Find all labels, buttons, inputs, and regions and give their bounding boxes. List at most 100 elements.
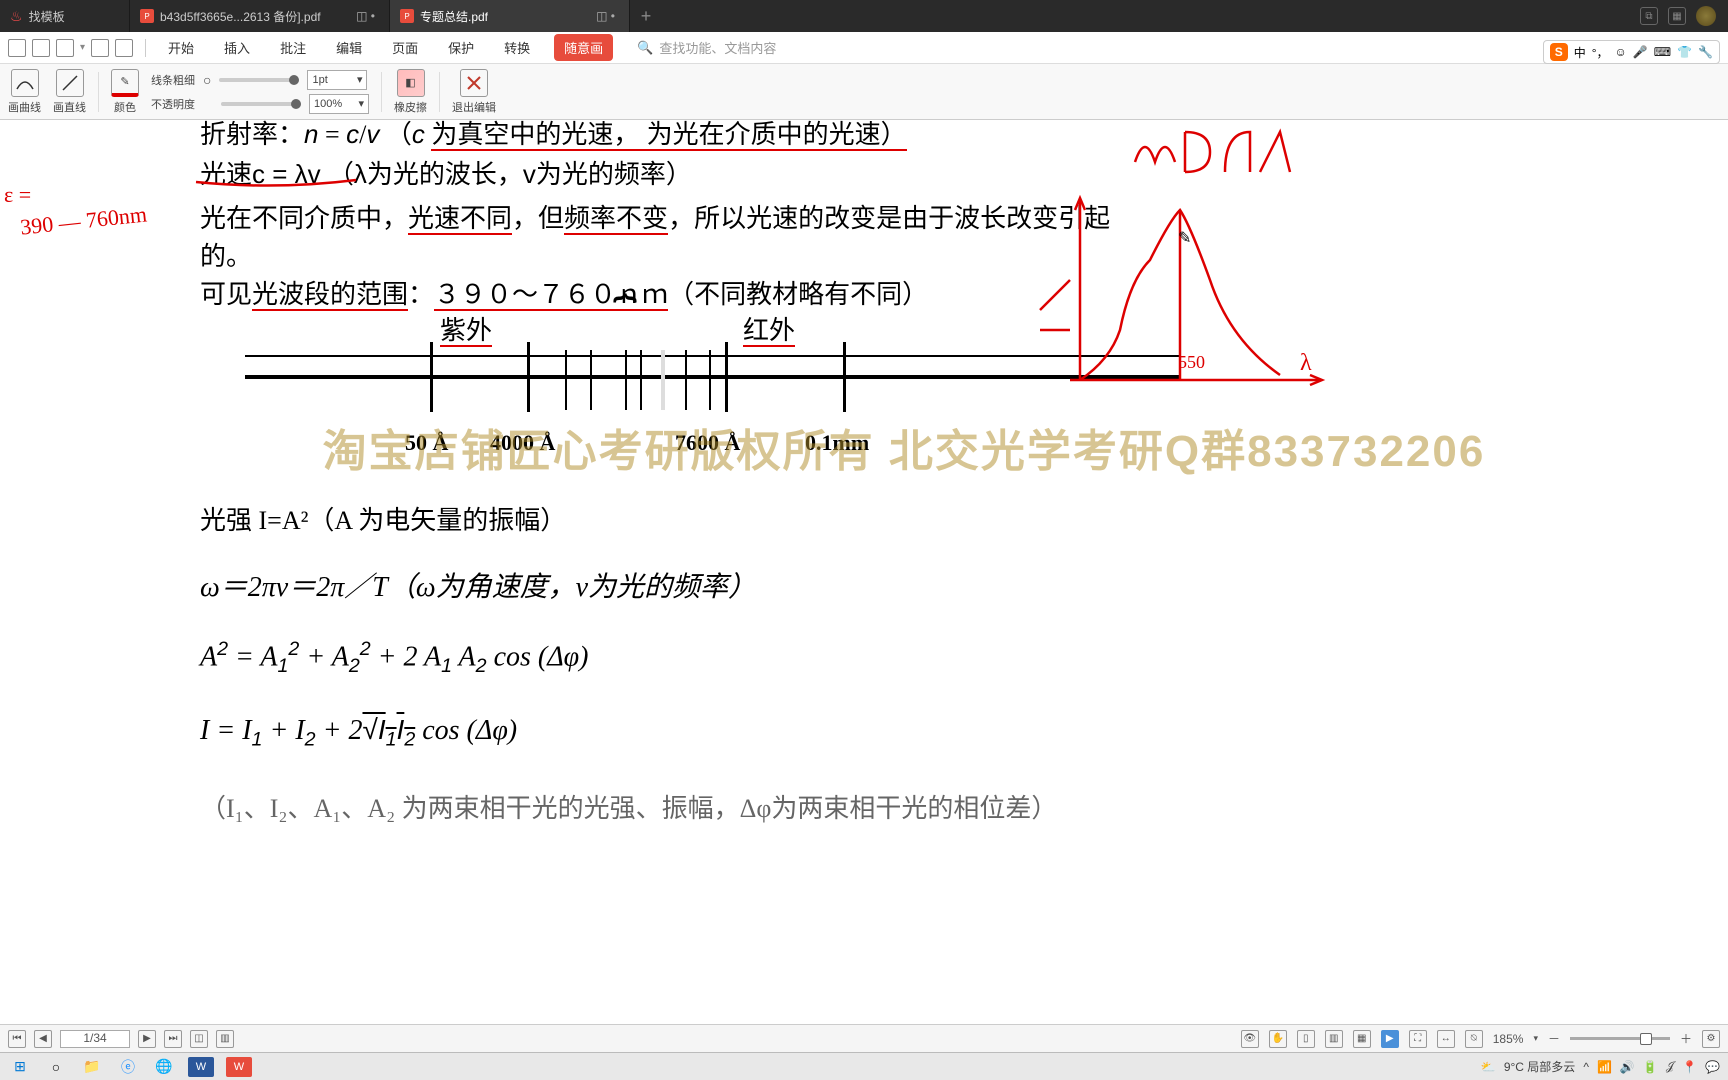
pdf-icon: P	[400, 9, 414, 23]
menu-protect[interactable]: 保护	[442, 34, 480, 61]
title-bar: ♨ 找模板 P b43d5ff3665e...2613 备份].pdf ◫ • …	[0, 0, 1728, 32]
redo-icon[interactable]	[115, 39, 133, 57]
ime-bar[interactable]: S 中 °， ☺ 🎤 ⌨ 👕 🔧	[1543, 40, 1720, 64]
undo-icon[interactable]	[91, 39, 109, 57]
tab-label: 找模板	[29, 8, 65, 25]
weight-select[interactable]: 1pt▾	[307, 70, 367, 90]
annotation-left-2: 390 — 760nm	[19, 201, 148, 240]
wps-icon[interactable]: W	[226, 1057, 252, 1077]
next-page-icon[interactable]: ▶	[138, 1030, 156, 1048]
print-icon[interactable]	[56, 39, 74, 57]
zoom-plus[interactable]: ＋	[1680, 1030, 1692, 1047]
menu-draw-active[interactable]: 随意画	[554, 34, 613, 61]
ime-skin-icon[interactable]: 👕	[1677, 45, 1692, 59]
tool-label: 画直线	[53, 99, 86, 115]
document-canvas[interactable]: 折射率：n = c/v （c 为真空中的光速， 为光在介质中的光速） 光速c =…	[0, 120, 1728, 1024]
layout-icon[interactable]: ⧉	[1640, 7, 1658, 25]
ime-tool-icon[interactable]: 🔧	[1698, 45, 1713, 59]
menu-comment[interactable]: 批注	[274, 34, 312, 61]
menu-convert[interactable]: 转换	[498, 34, 536, 61]
word-icon[interactable]: W	[188, 1057, 214, 1077]
quick-access: ▾	[8, 39, 152, 57]
draw-toolbar: 画曲线 画直线 ✎ 颜色 线条粗细 ○ 1pt▾ 不透明度 100%▾ ◧ 橡皮…	[0, 64, 1728, 120]
label-ir: 红外	[743, 310, 795, 347]
tab-add-button[interactable]: +	[630, 6, 662, 27]
layout3-icon[interactable]: ▦	[1353, 1030, 1371, 1048]
annotation-underline	[196, 176, 356, 190]
layout1-icon[interactable]: ▯	[1297, 1030, 1315, 1048]
tick	[843, 342, 846, 412]
cortana-icon[interactable]: ○	[44, 1057, 68, 1077]
user-avatar[interactable]	[1696, 6, 1716, 26]
separator	[145, 39, 146, 57]
location-icon[interactable]: 📍	[1682, 1060, 1697, 1074]
tool-eraser[interactable]: ◧ 橡皮擦	[394, 69, 427, 115]
menu-bar: ▾ 开始 插入 批注 编辑 页面 保护 转换 随意画 🔍 查找功能、文档内容	[0, 32, 1728, 64]
ime-keyboard-icon[interactable]: ⌨	[1654, 45, 1671, 59]
explorer-icon[interactable]: 📁	[80, 1057, 104, 1077]
ie-icon[interactable]: ⓔ	[116, 1057, 140, 1077]
tab-file-1[interactable]: P b43d5ff3665e...2613 备份].pdf ◫ •	[130, 0, 390, 32]
notification-icon[interactable]: 💬	[1705, 1060, 1720, 1074]
tab-search-templates[interactable]: ♨ 找模板	[0, 0, 130, 32]
wifi-icon[interactable]: 📶	[1597, 1060, 1612, 1074]
separator	[439, 72, 440, 112]
fit-icon[interactable]: ⛶	[1409, 1030, 1427, 1048]
grid-icon[interactable]: ▦	[1668, 7, 1686, 25]
tab-file-2-active[interactable]: P 专题总结.pdf ◫ •	[390, 0, 630, 32]
view-toggle-icon[interactable]: ◫	[190, 1030, 208, 1048]
fit-width-icon[interactable]: ↔	[1437, 1030, 1455, 1048]
tool-exit[interactable]: 退出编辑	[452, 69, 496, 115]
eye-icon[interactable]: 👁	[1241, 1030, 1259, 1048]
fire-icon: ♨	[10, 8, 23, 25]
view-toggle-icon[interactable]: ▥	[216, 1030, 234, 1048]
tray-up-icon[interactable]: ^	[1583, 1060, 1589, 1074]
opacity-slider[interactable]	[221, 102, 301, 106]
open-icon[interactable]	[8, 39, 26, 57]
tool-line[interactable]: 画直线	[53, 69, 86, 115]
weather-icon[interactable]: ⛅	[1481, 1060, 1496, 1074]
first-page-icon[interactable]: ⏮	[8, 1030, 26, 1048]
save-icon[interactable]	[32, 39, 50, 57]
pdf-icon: P	[140, 9, 154, 23]
menu-edit[interactable]: 编辑	[330, 34, 368, 61]
ime-mic-icon[interactable]: 🎤	[1633, 45, 1648, 59]
annotation-left-1: ε =	[4, 182, 31, 208]
play-icon[interactable]: ▶	[1381, 1030, 1399, 1048]
status-right: 👁 ✋ ▯ ▥ ▦ ▶ ⛶ ↔ ⍉ 185% ▾ － ＋ ⚙	[1241, 1030, 1720, 1048]
exit-icon	[460, 69, 488, 97]
prev-page-icon[interactable]: ◀	[34, 1030, 52, 1048]
page-indicator[interactable]: 1/34	[60, 1030, 130, 1048]
color-icon: ✎	[111, 69, 139, 97]
doc-line-8: I = I1 + I2 + 2√I1I2 cos (Δφ)	[200, 714, 517, 752]
menu-start[interactable]: 开始	[162, 34, 200, 61]
menu-page[interactable]: 页面	[386, 34, 424, 61]
settings-icon[interactable]: ⚙	[1702, 1030, 1720, 1048]
zoom-value: 185%	[1493, 1032, 1524, 1046]
ime-emoji-icon[interactable]: ☺	[1615, 45, 1627, 59]
dropdown-icon[interactable]: ▾	[80, 42, 85, 53]
titlebar-right: ⧉ ▦	[1640, 6, 1728, 26]
zoom-minus[interactable]: －	[1548, 1030, 1560, 1047]
opacity-select[interactable]: 100%▾	[309, 94, 369, 114]
chrome-icon[interactable]: 🌐	[152, 1057, 176, 1077]
zoom-dropdown-icon[interactable]: ▾	[1533, 1033, 1538, 1044]
last-page-icon[interactable]: ⏭	[164, 1030, 182, 1048]
menu-insert[interactable]: 插入	[218, 34, 256, 61]
tab-label: 专题总结.pdf	[420, 8, 488, 25]
weight-slider[interactable]	[219, 78, 299, 82]
tool-curve[interactable]: 画曲线	[8, 69, 41, 115]
hand-icon[interactable]: ✋	[1269, 1030, 1287, 1048]
ime-punct-icon[interactable]: °，	[1592, 44, 1609, 61]
layout2-icon[interactable]: ▥	[1325, 1030, 1343, 1048]
zoom-out-icon[interactable]: ⍉	[1465, 1030, 1483, 1048]
volume-icon[interactable]: 🔊	[1620, 1060, 1635, 1074]
tool-color[interactable]: ✎ 颜色	[111, 69, 139, 115]
tick	[430, 342, 433, 412]
zoom-slider[interactable]	[1570, 1037, 1670, 1040]
ime-icon[interactable]: 𝒥	[1666, 1059, 1674, 1074]
menu-search[interactable]: 🔍 查找功能、文档内容	[637, 38, 776, 57]
battery-icon[interactable]: 🔋	[1643, 1060, 1658, 1074]
start-icon[interactable]: ⊞	[8, 1057, 32, 1077]
eraser-icon: ◧	[397, 69, 425, 97]
